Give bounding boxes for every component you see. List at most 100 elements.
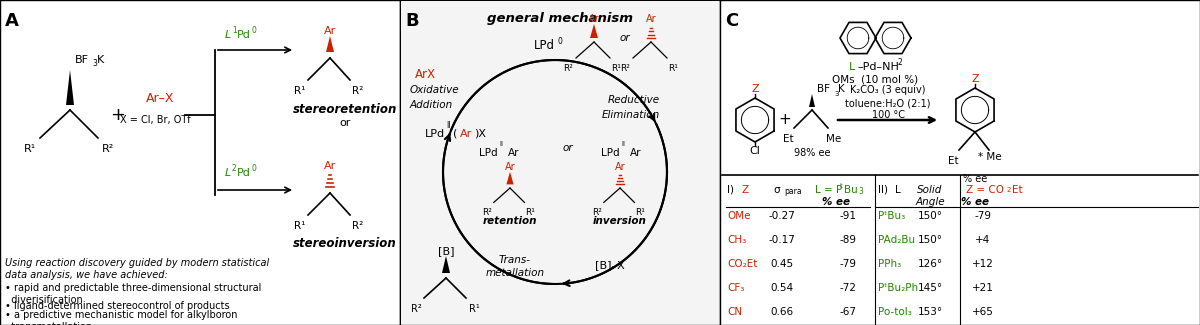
Bar [401, 1, 719, 324]
Text: -67: -67 [840, 307, 857, 317]
Text: 3: 3 [858, 187, 863, 196]
Text: para: para [784, 187, 802, 196]
Text: LPd: LPd [479, 148, 498, 158]
Text: +4: +4 [976, 235, 991, 245]
Text: metallation: metallation [486, 268, 545, 278]
Text: Ar–X: Ar–X [145, 92, 174, 105]
Text: -89: -89 [840, 235, 857, 245]
Text: Pd: Pd [238, 168, 251, 178]
Text: C: C [725, 12, 738, 30]
Text: K: K [97, 55, 104, 65]
Polygon shape [809, 94, 815, 107]
Text: -79: -79 [974, 211, 991, 221]
Text: -72: -72 [840, 283, 857, 293]
Text: Et: Et [1012, 185, 1022, 195]
Text: Ar: Ar [505, 162, 515, 172]
Text: OMs  (10 mol %): OMs (10 mol %) [832, 74, 918, 84]
Text: A: A [5, 12, 19, 30]
Text: Using reaction discovery guided by modern statistical
data analysis, we have ach: Using reaction discovery guided by moder… [5, 258, 269, 280]
Text: retention: retention [482, 216, 538, 226]
Text: Ar: Ar [508, 148, 520, 158]
Text: Ar: Ar [614, 162, 625, 172]
Text: Z = CO: Z = CO [966, 185, 1004, 195]
Text: Ar: Ar [324, 161, 336, 171]
Text: -91: -91 [840, 211, 857, 221]
Text: Ar: Ar [646, 14, 656, 24]
Text: PᵗBu₃: PᵗBu₃ [878, 211, 905, 221]
Polygon shape [590, 24, 598, 38]
Text: R²: R² [620, 64, 630, 73]
Text: Ar: Ar [589, 14, 599, 24]
Text: Ar: Ar [460, 129, 472, 139]
Text: • rapid and predictable three-dimensional structural
  diverisification: • rapid and predictable three-dimensiona… [5, 283, 262, 305]
Text: * Me: * Me [978, 152, 1002, 162]
Text: R¹: R¹ [24, 144, 36, 154]
Text: R²: R² [481, 208, 492, 217]
Text: ArX: ArX [415, 68, 436, 81]
Text: R²: R² [102, 144, 114, 154]
Text: R²: R² [410, 304, 421, 314]
Text: 100 °C: 100 °C [871, 110, 905, 120]
Text: [B]: [B] [438, 246, 455, 256]
Text: % ee: % ee [962, 174, 988, 184]
Text: )X: )X [474, 129, 486, 139]
Text: R¹: R¹ [668, 64, 678, 73]
Text: R²: R² [563, 64, 572, 73]
Text: Trans-: Trans- [499, 255, 530, 265]
Polygon shape [506, 172, 514, 184]
Text: +: + [110, 106, 126, 124]
Text: OMe: OMe [727, 211, 750, 221]
Text: toluene:H₂O (2:1): toluene:H₂O (2:1) [845, 98, 931, 108]
Text: or: or [340, 118, 350, 128]
Text: X = Cl, Br, OTf: X = Cl, Br, OTf [120, 115, 191, 125]
Text: Pd: Pd [238, 30, 251, 40]
Text: R¹: R¹ [524, 208, 535, 217]
Text: 153°: 153° [918, 307, 942, 317]
Bar [720, 0, 1200, 325]
Text: CH₃: CH₃ [727, 235, 746, 245]
Text: inversion: inversion [593, 216, 647, 226]
Text: 1: 1 [232, 26, 236, 35]
Text: general mechanism: general mechanism [487, 12, 634, 25]
Text: -79: -79 [840, 259, 857, 269]
Text: –Pd–NH: –Pd–NH [857, 62, 899, 72]
Text: 2: 2 [898, 58, 902, 67]
Text: CO₂Et: CO₂Et [727, 259, 757, 269]
Text: II: II [622, 141, 625, 147]
Text: Z: Z [742, 185, 749, 195]
Text: 0: 0 [252, 164, 257, 173]
Bar [400, 0, 720, 325]
Text: +: + [779, 112, 791, 127]
Text: R²: R² [353, 221, 364, 231]
Text: Ar: Ar [630, 148, 642, 158]
Text: +65: +65 [972, 307, 994, 317]
Text: R²: R² [592, 208, 601, 217]
Text: (: ( [452, 129, 457, 139]
Text: Po-tol₃: Po-tol₃ [878, 307, 912, 317]
Text: [B]–X: [B]–X [595, 260, 625, 270]
Polygon shape [66, 70, 74, 105]
Text: Et: Et [782, 134, 793, 144]
Text: Solid: Solid [917, 185, 943, 195]
Text: 3: 3 [92, 59, 97, 68]
Text: BF: BF [74, 55, 89, 65]
Text: 98% ee: 98% ee [793, 148, 830, 158]
Text: Z: Z [971, 74, 979, 84]
Text: L: L [226, 30, 232, 40]
Text: L: L [226, 168, 232, 178]
Text: I): I) [727, 185, 734, 195]
Text: R¹: R¹ [469, 304, 479, 314]
Text: Et: Et [948, 156, 959, 166]
Text: II): II) [878, 185, 888, 195]
Text: +12: +12 [972, 259, 994, 269]
Polygon shape [442, 256, 450, 273]
Text: Elimination: Elimination [601, 110, 660, 120]
Text: B: B [406, 12, 419, 30]
Text: -0.17: -0.17 [768, 235, 796, 245]
Text: t: t [840, 183, 842, 189]
Text: σ: σ [773, 185, 780, 195]
Text: PᵗBu₂Ph: PᵗBu₂Ph [878, 283, 918, 293]
Text: R²: R² [353, 86, 364, 96]
Text: BF: BF [817, 84, 830, 94]
Text: Angle: Angle [916, 197, 944, 207]
